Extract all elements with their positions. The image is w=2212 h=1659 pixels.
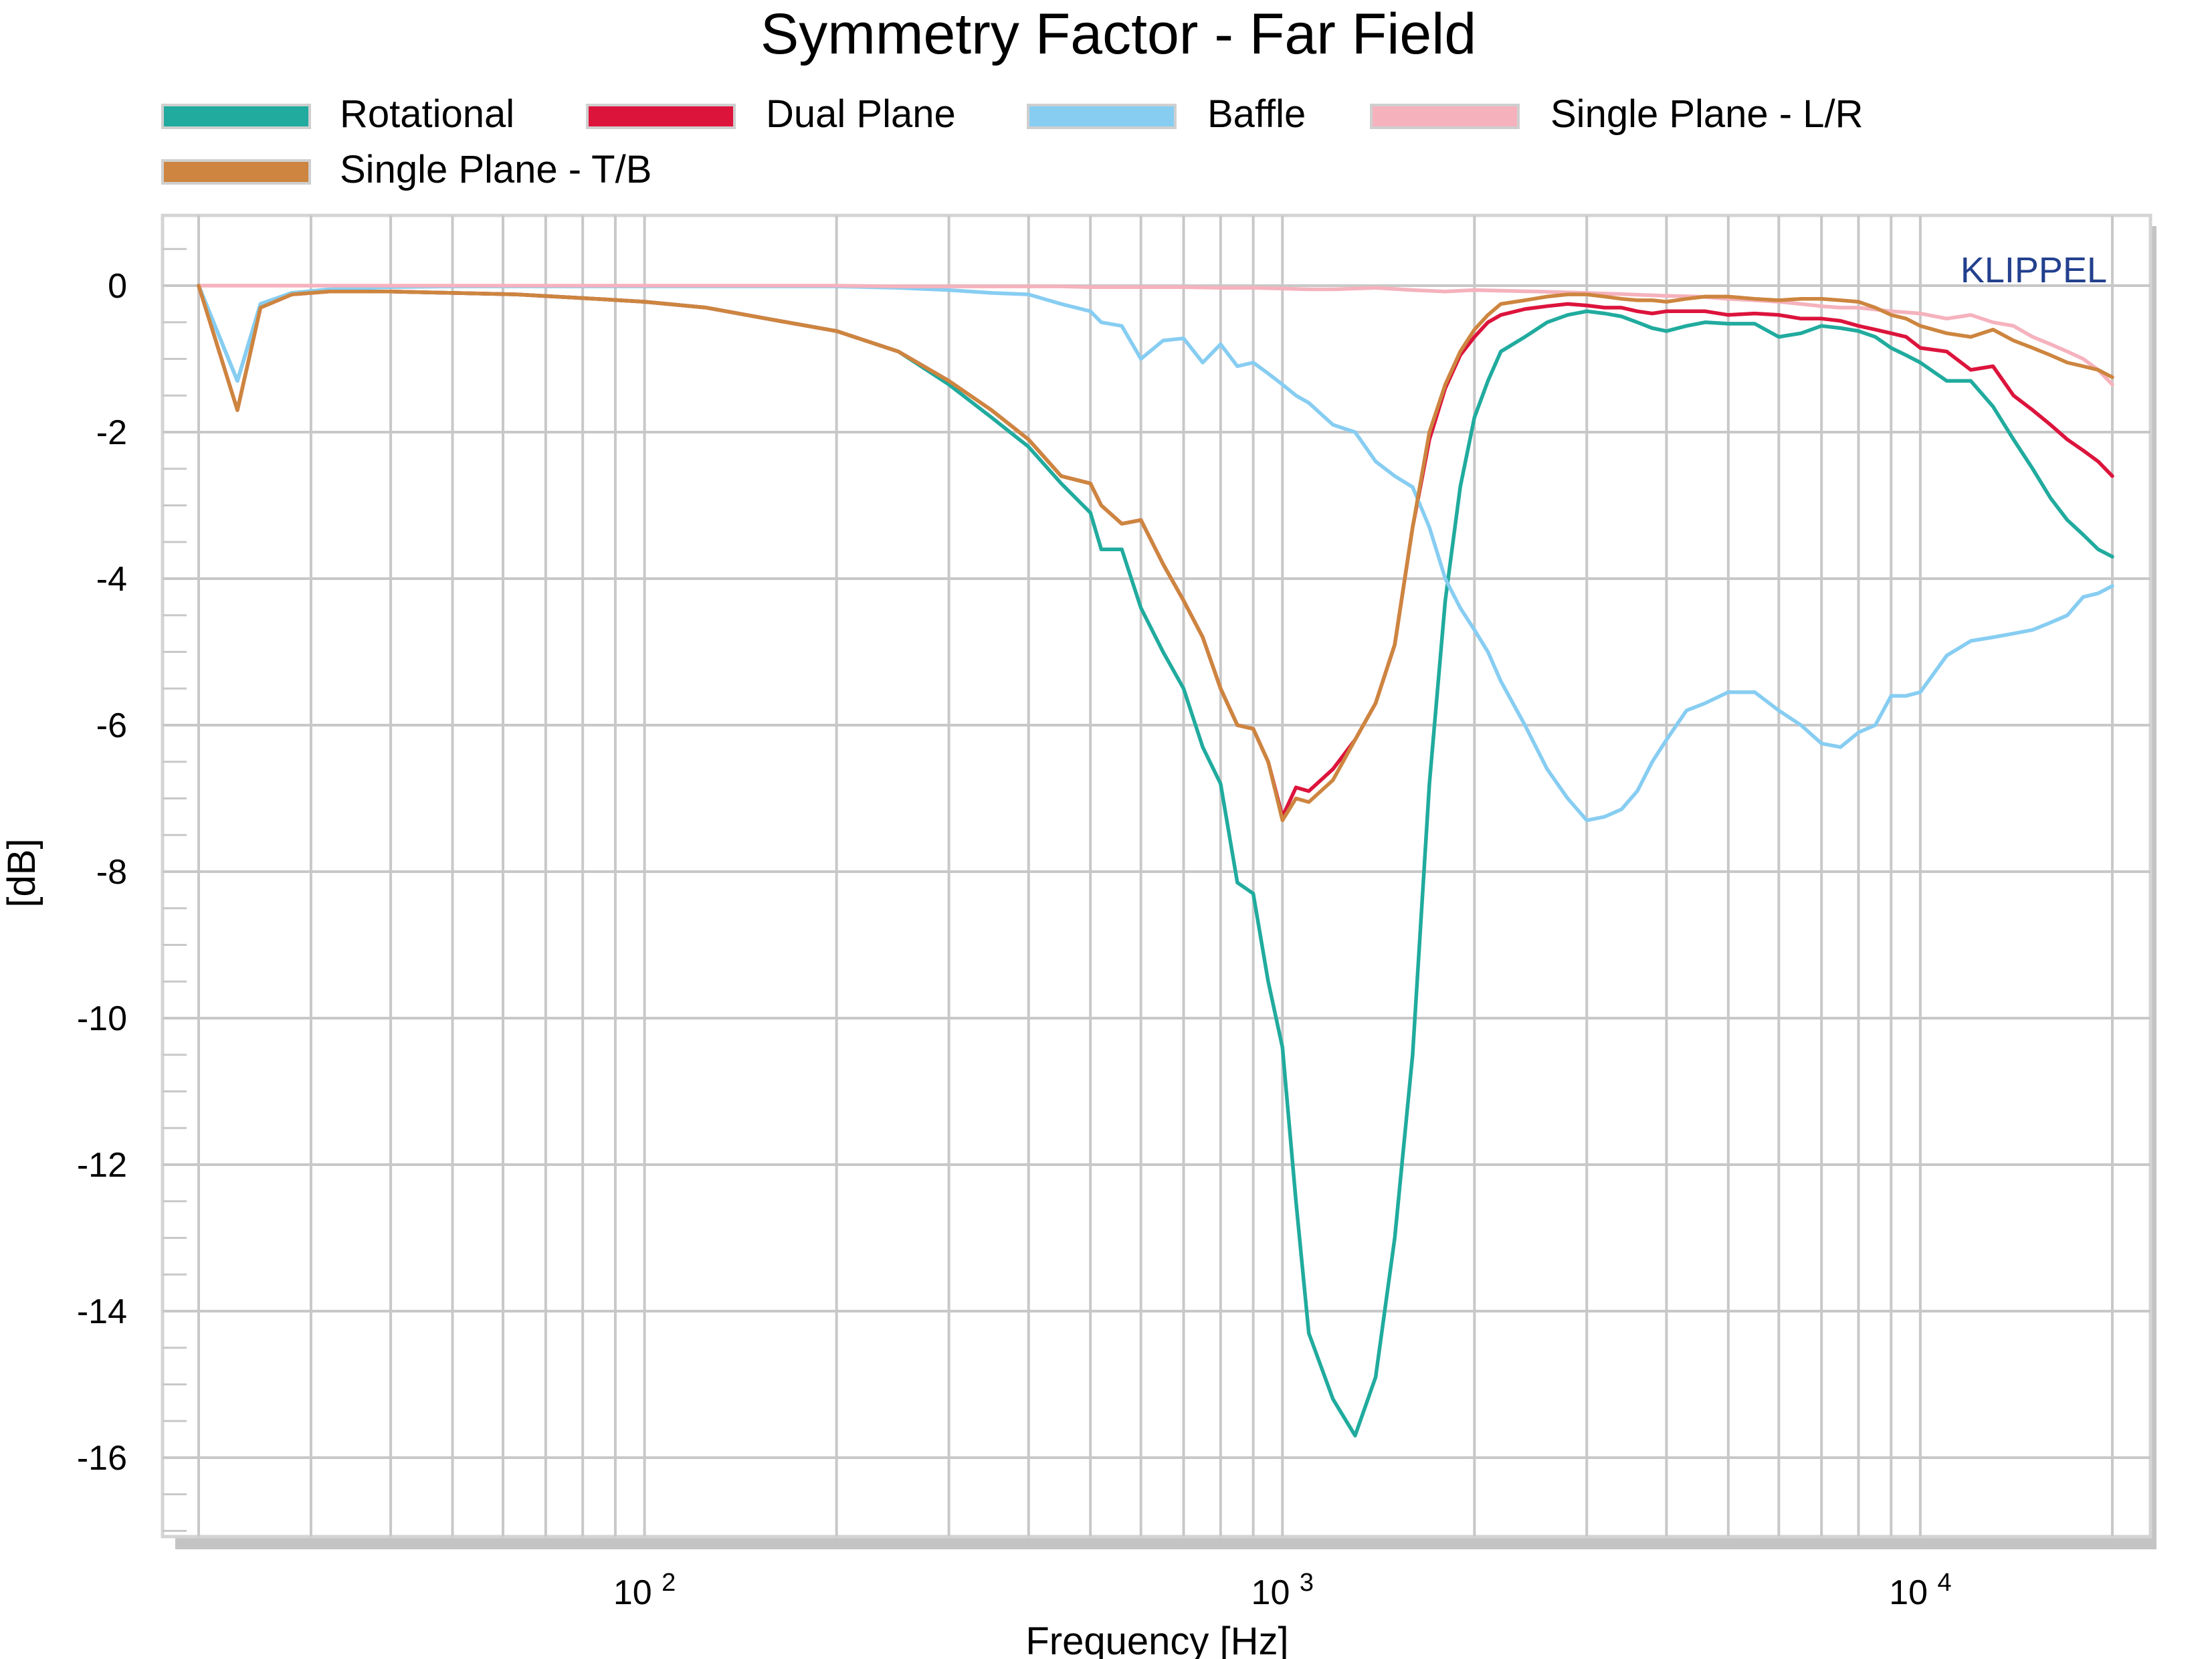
legend-swatch-single-plane-lr: [1370, 104, 1520, 129]
y-tick-label: -6: [96, 706, 127, 745]
legend-swatch-baffle: [1027, 104, 1177, 129]
grid: [163, 215, 2150, 1537]
legend-label-single-plane-lr: Single Plane - L/R: [1550, 92, 1863, 136]
y-tick-label: 0: [108, 267, 127, 306]
legend-swatch-rotational: [161, 104, 311, 129]
series-line-single-plane-l-r: [197, 284, 2114, 387]
y-axis-label: [dB]: [0, 838, 43, 907]
x-tick-exponent: 2: [662, 1569, 676, 1597]
legend-item-dual-plane[interactable]: Dual Plane: [586, 92, 956, 136]
x-tick-exponent: 4: [1937, 1569, 1951, 1597]
y-tick-label: -4: [96, 560, 127, 599]
chart-title: Symmetry Factor - Far Field: [761, 2, 1476, 66]
x-axis-label: Frequency [Hz]: [1025, 1620, 1288, 1659]
y-tick-label: -16: [77, 1439, 127, 1478]
legend: Rotational Dual Plane Baffle Single Plan…: [161, 92, 1863, 191]
series-line-single-plane-t-b: [197, 284, 2114, 823]
x-tick-label: 10 2: [613, 1569, 676, 1612]
klippel-watermark: KLIPPEL: [1960, 250, 2107, 290]
legend-swatch-single-plane-tb: [161, 159, 311, 185]
legend-item-single-plane-lr[interactable]: Single Plane - L/R: [1370, 92, 1863, 136]
y-minor-ticks: [163, 248, 187, 1532]
y-tick-label: -12: [77, 1146, 127, 1185]
legend-label-baffle: Baffle: [1207, 92, 1306, 136]
legend-item-baffle[interactable]: Baffle: [1027, 92, 1306, 136]
plot-area: [161, 213, 2152, 1539]
x-tick-base: 10: [613, 1573, 662, 1612]
legend-item-rotational[interactable]: Rotational: [161, 92, 514, 136]
x-tick-base: 10: [1889, 1573, 1937, 1612]
legend-label-single-plane-tb: Single Plane - T/B: [340, 148, 651, 191]
legend-label-rotational: Rotational: [340, 92, 514, 136]
legend-label-dual-plane: Dual Plane: [766, 92, 956, 136]
y-tick-label: -10: [77, 999, 127, 1038]
series-group: [197, 284, 2114, 1438]
y-tick-label: -14: [77, 1292, 127, 1331]
x-tick-label: 10 4: [1889, 1569, 1951, 1612]
x-tick-exponent: 3: [1300, 1569, 1314, 1597]
x-tick-label: 10 3: [1251, 1569, 1314, 1612]
y-tick-labels: 0 -2 -4 -6 -8 -10 -12 -14 -16: [77, 267, 127, 1478]
y-tick-label: -2: [96, 413, 127, 452]
legend-swatch-dual-plane: [586, 104, 736, 129]
x-tick-base: 10: [1251, 1573, 1300, 1612]
legend-item-single-plane-tb[interactable]: Single Plane - T/B: [161, 148, 651, 191]
y-tick-label: -8: [96, 853, 127, 892]
x-tick-labels: 10 2 10 3 10 4: [613, 1569, 1952, 1612]
